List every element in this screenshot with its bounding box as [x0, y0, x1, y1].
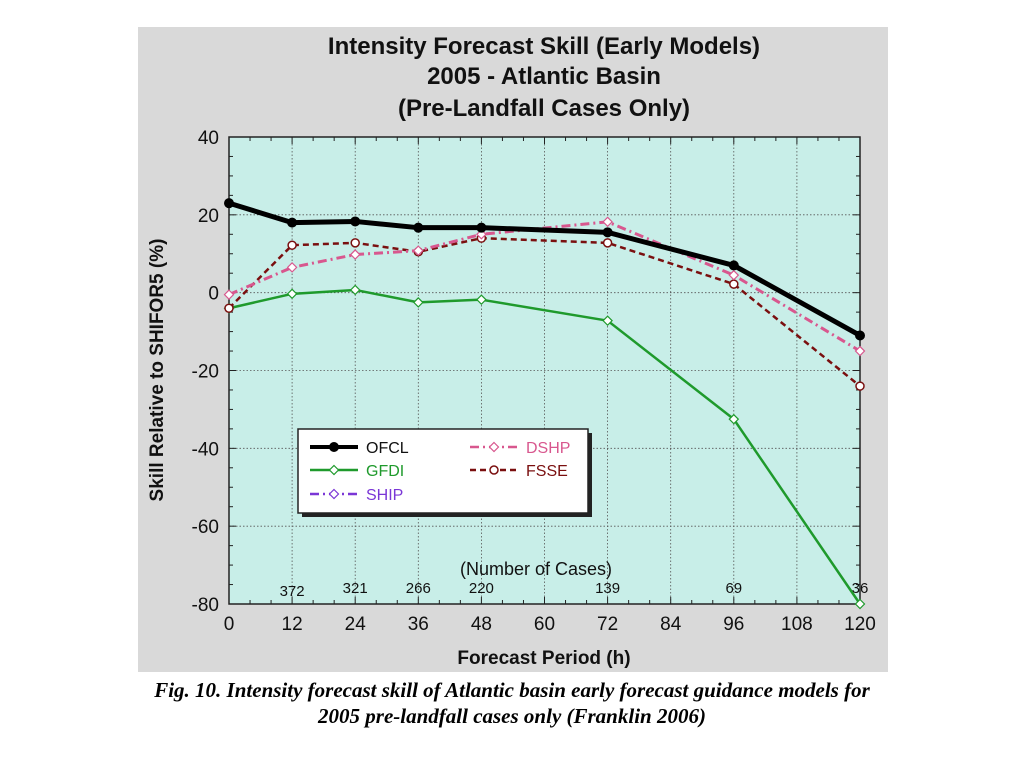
- data-point: [602, 238, 613, 248]
- data-point: [328, 488, 340, 500]
- y-tick-label: -20: [192, 362, 219, 383]
- x-tick-label: 0: [224, 614, 235, 635]
- data-point: [476, 294, 487, 306]
- data-point: [855, 381, 865, 391]
- legend-item-fsse: FSSE: [470, 463, 568, 480]
- y-axis-title: Skill Relative to SHIFOR5 (%): [147, 239, 168, 502]
- legend-item-ofcl: OFCL: [310, 440, 409, 457]
- data-point: [287, 240, 297, 250]
- series-layer: [223, 198, 866, 610]
- legend-label: GFDI: [366, 463, 404, 480]
- case-count-label: 36: [852, 580, 869, 597]
- caption-line-2: 2005 pre-landfall cases only (Franklin 2…: [318, 704, 706, 728]
- case-count-label: 321: [343, 580, 368, 597]
- data-point: [489, 465, 499, 475]
- data-point: [350, 216, 361, 227]
- data-point: [728, 269, 740, 281]
- legend-item-dshp: DSHP: [470, 440, 570, 457]
- data-point: [224, 198, 234, 209]
- chart-title-line-3: (Pre-Landfall Cases Only): [398, 95, 690, 122]
- series-ofcl: [224, 198, 865, 341]
- data-point: [286, 262, 298, 273]
- x-tick-label: 36: [408, 614, 429, 635]
- data-point: [602, 216, 613, 228]
- legend: OFCL GFDI SHIP DSHP FSSE: [297, 428, 592, 517]
- data-point: [729, 279, 739, 289]
- y-tick-label: 40: [198, 128, 219, 149]
- y-tick-label: -40: [192, 439, 219, 460]
- y-tick-label: 0: [208, 284, 219, 305]
- y-tick-label: -80: [192, 595, 219, 616]
- data-point: [728, 413, 740, 425]
- x-tick-label: 108: [781, 614, 813, 635]
- data-point: [602, 227, 613, 238]
- data-point: [413, 222, 424, 233]
- data-point: [476, 222, 487, 233]
- figure-caption: Fig. 10. Intensity forecast skill of Atl…: [40, 677, 984, 729]
- data-point: [854, 598, 866, 610]
- chart-title-line-2: 2005 - Atlantic Basin: [427, 63, 661, 90]
- legend-label: FSSE: [526, 463, 568, 480]
- x-tick-label: 84: [660, 614, 682, 635]
- data-point: [286, 288, 298, 300]
- data-point: [350, 238, 360, 248]
- data-point: [287, 217, 298, 228]
- case-counts: 372 321 266 220 139 69 36: [280, 580, 869, 600]
- case-count-label: 220: [469, 580, 494, 597]
- y-tick-label: 20: [198, 206, 219, 227]
- data-point: [223, 289, 235, 300]
- cases-label: (Number of Cases): [460, 559, 612, 579]
- legend-label: OFCL: [366, 440, 409, 457]
- case-count-label: 69: [725, 580, 742, 597]
- chart-title-line-1: Intensity Forecast Skill (Early Models): [328, 33, 760, 60]
- x-axis-title: Forecast Period (h): [457, 648, 630, 669]
- legend-item-gfdi: GFDI: [310, 463, 404, 480]
- data-point: [854, 345, 866, 357]
- caption-line-1: Fig. 10. Intensity forecast skill of Atl…: [154, 678, 870, 702]
- series-line: [228, 220, 861, 353]
- data-point: [412, 245, 424, 256]
- data-point: [328, 464, 340, 476]
- legend-label: DSHP: [526, 440, 570, 457]
- data-point: [412, 297, 424, 308]
- x-tick-label: 12: [282, 614, 303, 635]
- data-point: [602, 315, 613, 327]
- x-tick-label: 96: [723, 614, 744, 635]
- series-line: [228, 200, 862, 338]
- y-tick-label: -60: [192, 517, 219, 538]
- data-point: [855, 330, 865, 341]
- data-point: [349, 284, 361, 296]
- data-point: [728, 260, 739, 271]
- x-tick-label: 72: [597, 614, 618, 635]
- x-tick-label: 60: [534, 614, 555, 635]
- ticks: 0 12 24 36 48 60 72 84 96 108 120 40 20 0 -20 -40 -60 -80: [192, 128, 876, 635]
- legend-item-ship: SHIP: [310, 487, 403, 504]
- x-tick-label: 24: [345, 614, 367, 635]
- series-line: [228, 288, 862, 605]
- case-count-label: 372: [280, 583, 305, 600]
- data-point: [488, 441, 500, 453]
- x-tick-label: 48: [471, 614, 492, 635]
- data-point: [349, 249, 361, 260]
- data-point: [224, 303, 234, 313]
- case-count-label: 266: [406, 580, 431, 597]
- data-point: [329, 442, 339, 452]
- case-count-label: 139: [595, 580, 620, 597]
- series-dshp: [223, 216, 866, 357]
- x-tick-label: 120: [844, 614, 876, 635]
- legend-label: SHIP: [366, 487, 403, 504]
